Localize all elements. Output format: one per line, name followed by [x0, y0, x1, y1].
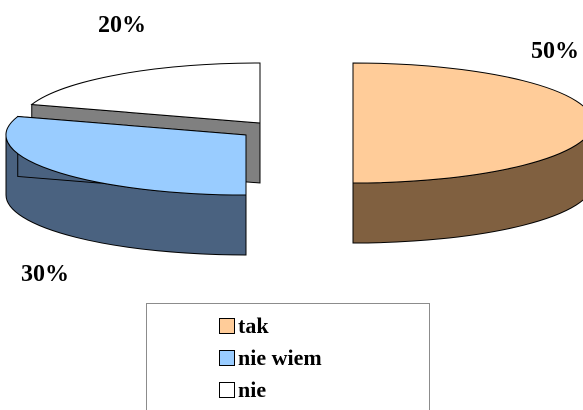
data-label-tak: 50% [531, 38, 579, 64]
legend-label-tak: tak [238, 313, 269, 338]
legend-item-nie-wiem: nie wiem [219, 346, 322, 370]
legend-item-tak: tak [219, 314, 269, 338]
pie-slice-tak [352, 62, 583, 244]
legend-label-nie: nie [238, 377, 267, 402]
legend-item-nie: nie [219, 378, 266, 402]
pie-slice-nie-wiem [5, 115, 247, 256]
legend-swatch-nie [219, 382, 235, 398]
legend: tak nie wiem nie [146, 303, 430, 410]
legend-swatch-tak [219, 318, 235, 334]
data-label-nie: 20% [98, 12, 146, 38]
legend-swatch-nie-wiem [219, 350, 235, 366]
data-label-nie-wiem: 30% [21, 261, 69, 287]
legend-label-nie-wiem: nie wiem [238, 345, 322, 370]
